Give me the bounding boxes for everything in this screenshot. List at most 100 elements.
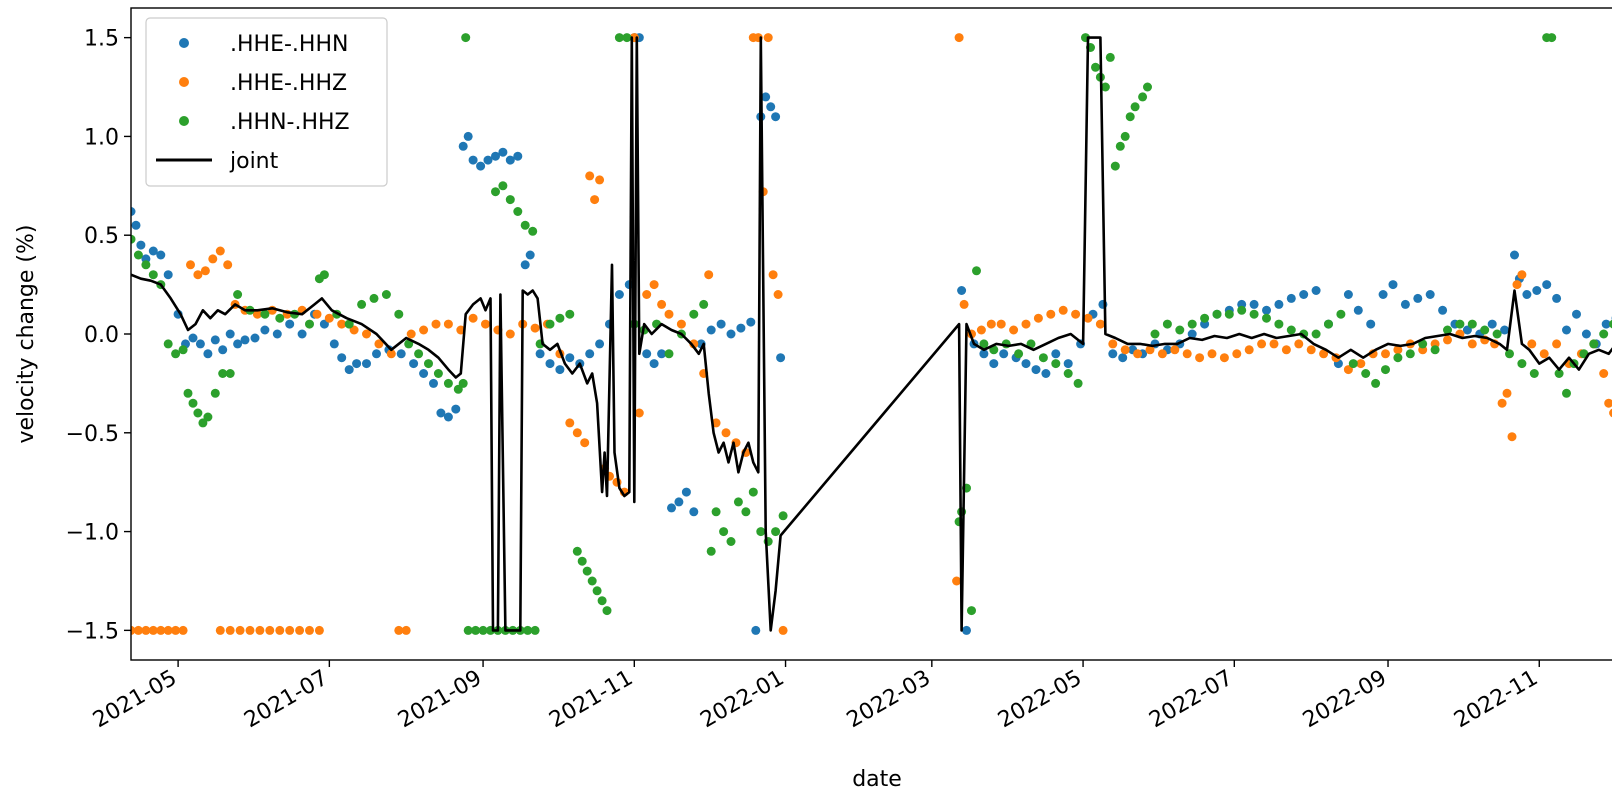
x-tick-label: 2021-09 bbox=[394, 666, 486, 734]
data-point bbox=[667, 503, 676, 512]
data-point bbox=[1059, 306, 1068, 315]
data-point bbox=[590, 195, 599, 204]
data-point bbox=[635, 409, 644, 418]
data-point bbox=[665, 310, 674, 319]
data-point bbox=[585, 171, 594, 180]
data-point bbox=[394, 310, 403, 319]
data-point bbox=[315, 626, 324, 635]
data-point bbox=[1572, 310, 1581, 319]
data-point bbox=[1074, 379, 1083, 388]
data-point bbox=[459, 142, 468, 151]
data-point bbox=[1133, 349, 1142, 358]
data-point bbox=[481, 320, 490, 329]
data-point bbox=[260, 326, 269, 335]
data-point bbox=[595, 175, 604, 184]
data-point bbox=[1071, 310, 1080, 319]
data-point bbox=[565, 418, 574, 427]
x-tick-label: 2022-07 bbox=[1145, 666, 1237, 734]
data-point bbox=[573, 428, 582, 437]
data-point bbox=[1547, 33, 1556, 42]
data-point bbox=[275, 626, 284, 635]
data-point bbox=[736, 324, 745, 333]
data-point bbox=[233, 290, 242, 299]
data-point bbox=[285, 320, 294, 329]
data-point bbox=[156, 251, 165, 260]
data-point bbox=[196, 339, 205, 348]
data-point bbox=[193, 409, 202, 418]
data-point bbox=[1118, 353, 1127, 362]
data-point bbox=[498, 148, 507, 157]
data-point bbox=[372, 349, 381, 358]
data-point bbox=[1389, 280, 1398, 289]
data-point bbox=[357, 300, 366, 309]
data-point bbox=[699, 300, 708, 309]
data-point bbox=[459, 379, 468, 388]
data-point bbox=[1336, 310, 1345, 319]
data-point bbox=[546, 359, 555, 368]
x-tick-label: 2022-03 bbox=[843, 666, 935, 734]
data-point bbox=[1307, 345, 1316, 354]
data-point bbox=[409, 359, 418, 368]
data-point bbox=[1195, 353, 1204, 362]
data-point bbox=[1527, 339, 1536, 348]
data-point bbox=[595, 339, 604, 348]
data-point bbox=[565, 310, 574, 319]
data-point bbox=[273, 330, 282, 339]
data-point bbox=[498, 181, 507, 190]
data-point bbox=[1116, 142, 1125, 151]
data-point bbox=[491, 187, 500, 196]
data-point bbox=[1039, 353, 1048, 362]
data-point bbox=[622, 33, 631, 42]
data-point bbox=[774, 290, 783, 299]
data-point bbox=[179, 626, 188, 635]
data-point bbox=[1431, 345, 1440, 354]
data-point bbox=[226, 369, 235, 378]
data-point bbox=[1381, 349, 1390, 358]
data-point bbox=[707, 326, 716, 335]
data-point bbox=[1552, 294, 1561, 303]
data-point bbox=[352, 359, 361, 368]
y-tick-label: −1.5 bbox=[66, 619, 119, 644]
data-point bbox=[298, 330, 307, 339]
data-point bbox=[265, 626, 274, 635]
data-point bbox=[555, 365, 564, 374]
data-point bbox=[769, 270, 778, 279]
data-point bbox=[203, 349, 212, 358]
data-point bbox=[469, 156, 478, 165]
data-point bbox=[419, 326, 428, 335]
data-point bbox=[241, 335, 250, 344]
data-point bbox=[1270, 339, 1279, 348]
data-point bbox=[362, 359, 371, 368]
data-point bbox=[771, 527, 780, 536]
data-point bbox=[521, 260, 530, 269]
data-point bbox=[345, 365, 354, 374]
data-point bbox=[1208, 349, 1217, 358]
data-point bbox=[1513, 280, 1522, 289]
data-point bbox=[615, 290, 624, 299]
data-point bbox=[1413, 294, 1422, 303]
data-point bbox=[588, 577, 597, 586]
data-point bbox=[531, 324, 540, 333]
data-point bbox=[1604, 399, 1612, 408]
legend: .HHE-.HHN .HHE-.HHZ .HHN-.HHZ joint bbox=[146, 18, 387, 186]
data-point bbox=[573, 547, 582, 556]
data-point bbox=[1498, 399, 1507, 408]
data-point bbox=[1406, 349, 1415, 358]
data-point bbox=[434, 369, 443, 378]
data-point bbox=[1170, 345, 1179, 354]
data-point bbox=[295, 626, 304, 635]
data-point bbox=[149, 270, 158, 279]
data-point bbox=[1468, 320, 1477, 329]
data-point bbox=[704, 270, 713, 279]
data-point bbox=[226, 626, 235, 635]
data-point bbox=[1014, 349, 1023, 358]
data-point bbox=[1455, 320, 1464, 329]
data-point bbox=[397, 349, 406, 358]
data-point bbox=[132, 221, 141, 230]
data-point bbox=[677, 320, 686, 329]
data-point bbox=[1009, 326, 1018, 335]
data-point bbox=[186, 260, 195, 269]
data-point bbox=[977, 326, 986, 335]
data-point bbox=[164, 270, 173, 279]
